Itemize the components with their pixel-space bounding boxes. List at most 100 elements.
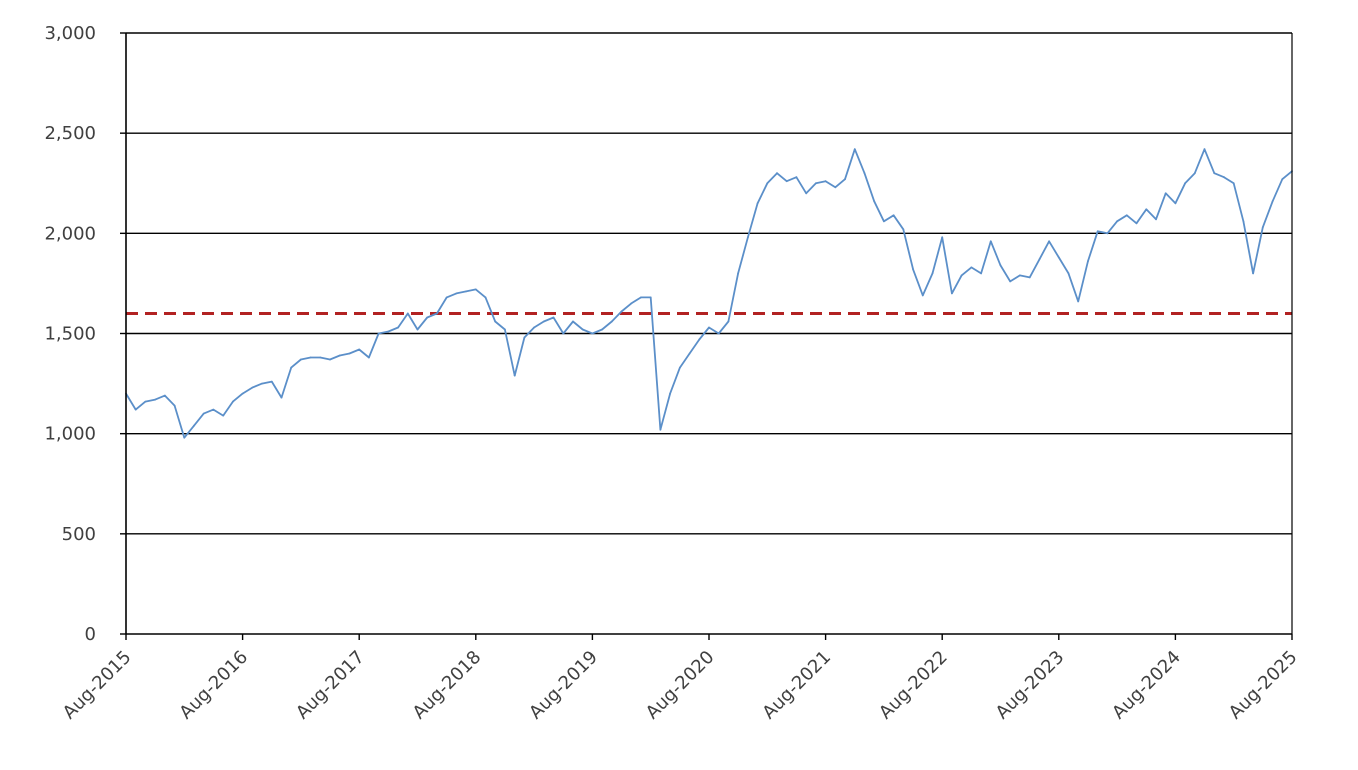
data-point <box>436 312 438 315</box>
data-point <box>1164 192 1167 195</box>
data-point <box>834 186 837 189</box>
data-point <box>193 424 195 427</box>
data-point <box>474 288 477 291</box>
x-axis-tick-labels: Aug-2015 Aug-2016 Aug-2017 Aug-2018 Aug-2019… <box>59 647 1302 724</box>
axes <box>120 32 1293 640</box>
data-point <box>669 392 671 395</box>
data-point <box>1038 258 1041 261</box>
data-point <box>202 412 205 415</box>
data-point <box>1223 176 1225 179</box>
data-point <box>776 172 778 175</box>
data-point <box>154 398 157 401</box>
data-point <box>844 178 846 181</box>
data-point <box>513 374 516 377</box>
data-point <box>1019 274 1021 277</box>
y-axis-tick-labels: 0 500 1,000 1,500 2,000 2,500 3,000 <box>44 23 96 645</box>
data-point <box>727 320 730 323</box>
x-tick-label: Aug-2023 <box>992 647 1069 724</box>
data-point <box>766 182 769 185</box>
data-point <box>824 180 827 183</box>
data-point <box>980 272 982 275</box>
data-point <box>523 336 526 339</box>
y-tick-label: 3,000 <box>44 23 96 44</box>
data-point <box>261 382 263 385</box>
data-point <box>805 192 808 195</box>
y-tick-label: 0 <box>85 624 96 645</box>
data-point <box>960 274 963 277</box>
data-point <box>144 400 147 403</box>
data-point <box>1067 272 1070 275</box>
data-point <box>251 386 254 389</box>
data-point <box>989 240 992 243</box>
data-point <box>134 408 137 411</box>
x-tick-label: Aug-2018 <box>409 647 486 724</box>
data-point <box>1096 230 1099 233</box>
data-point <box>883 220 885 223</box>
data-point <box>533 326 535 329</box>
data-point <box>358 348 361 351</box>
data-point <box>1261 226 1264 229</box>
data-point <box>708 326 710 329</box>
data-point <box>426 316 429 319</box>
data-point <box>873 200 876 203</box>
data-point <box>679 366 681 369</box>
x-tick-label: Aug-2017 <box>292 647 369 724</box>
data-point <box>377 332 380 335</box>
data-point <box>941 236 944 239</box>
data-point <box>300 358 302 361</box>
data-point <box>1057 256 1060 259</box>
data-point <box>630 302 633 305</box>
data-point <box>815 182 817 185</box>
data-point <box>465 290 467 293</box>
data-point <box>1174 202 1177 205</box>
data-point <box>581 328 584 331</box>
data-point <box>542 320 545 323</box>
data-point <box>504 328 506 331</box>
data-point <box>912 268 914 271</box>
data-point <box>348 352 351 355</box>
data-point <box>270 380 273 383</box>
data-point <box>1135 222 1138 225</box>
data-point <box>620 310 623 313</box>
x-tick-label: Aug-2021 <box>758 647 835 724</box>
data-point <box>892 214 895 217</box>
data-point <box>931 272 934 275</box>
data-point <box>1213 172 1216 175</box>
data-point <box>747 236 749 239</box>
y-tick-label: 2,000 <box>44 223 96 244</box>
data-point <box>698 338 701 341</box>
data-point <box>445 296 448 299</box>
data-point <box>649 296 652 299</box>
data-point <box>1184 182 1186 185</box>
data-point <box>1155 218 1157 221</box>
data-point <box>387 330 390 333</box>
y-tick-label: 1,500 <box>44 324 96 345</box>
data-point <box>1125 214 1128 217</box>
x-tick-label: Aug-2020 <box>642 647 719 724</box>
data-point <box>319 356 322 359</box>
data-point <box>397 326 399 329</box>
data-point <box>1106 232 1109 235</box>
data-point <box>795 176 798 179</box>
data-point <box>212 408 215 411</box>
data-point <box>552 316 555 319</box>
data-point <box>232 400 234 403</box>
data-point <box>659 428 662 431</box>
data-point <box>1281 178 1284 181</box>
data-point <box>1028 276 1031 279</box>
data-point <box>1116 220 1118 223</box>
data-point <box>368 356 370 359</box>
x-tick-label: Aug-2024 <box>1108 647 1185 724</box>
data-point <box>1232 182 1235 185</box>
data-point <box>999 264 1002 267</box>
data-point <box>222 414 225 417</box>
data-point <box>338 354 341 357</box>
data-point <box>1242 220 1245 223</box>
data-point <box>173 404 176 407</box>
data-point <box>1087 260 1089 263</box>
data-point <box>484 296 487 299</box>
data-point <box>290 366 293 369</box>
data-point <box>241 392 244 395</box>
